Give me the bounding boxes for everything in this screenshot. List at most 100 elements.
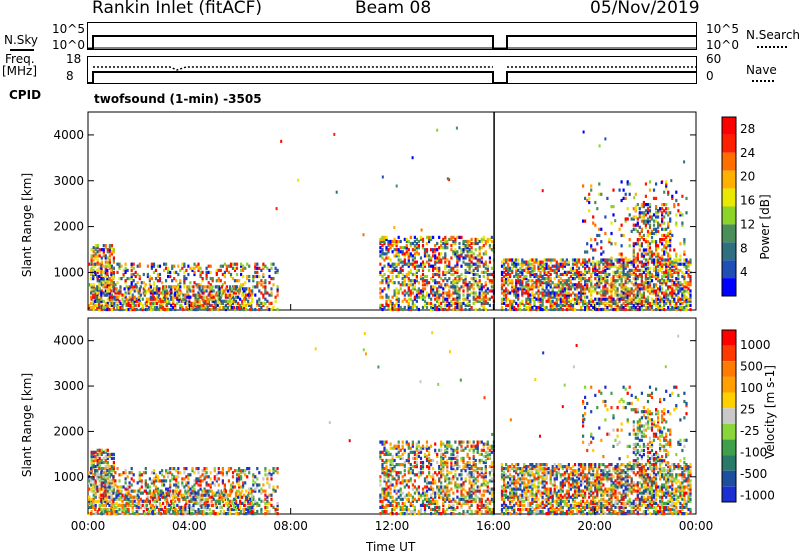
heatmap-cell: [421, 291, 425, 295]
heatmap-cell: [446, 279, 449, 283]
heatmap-cell: [235, 279, 239, 283]
heatmap-cell: [470, 237, 473, 241]
heatmap-cell: [452, 307, 455, 312]
heatmap-cell: [239, 287, 242, 291]
heatmap-cell: [232, 305, 236, 310]
heatmap-cell: [100, 293, 103, 297]
heatmap-cell: [135, 299, 138, 303]
heatmap-cell: [120, 473, 123, 477]
heatmap-cell: [268, 493, 271, 497]
heatmap-cell: [110, 303, 113, 307]
heatmap-cell: [250, 303, 253, 307]
heatmap-cell: [486, 301, 489, 305]
heatmap-cell: [96, 303, 99, 307]
heatmap-cell: [127, 307, 130, 312]
heatmap-cell: [450, 244, 453, 248]
heatmap-cell: [100, 281, 103, 285]
heatmap-cell: [228, 303, 232, 307]
heatmap-cell: [126, 475, 129, 479]
heatmap-cell: [254, 475, 257, 479]
heatmap-cell: [150, 277, 153, 281]
heatmap-cell: [238, 279, 241, 283]
heatmap-cell: [112, 281, 115, 285]
heatmap-cell: [96, 485, 99, 489]
heatmap-cell: [88, 495, 91, 499]
heatmap-cell: [145, 497, 148, 501]
heatmap-cell: [96, 246, 99, 250]
heatmap-cell: [90, 256, 93, 260]
heatmap-cell: [92, 264, 95, 268]
heatmap-cell: [274, 299, 277, 303]
heatmap-cell: [468, 254, 471, 258]
heatmap-cell: [215, 272, 218, 277]
heatmap-cell: [212, 305, 215, 310]
heatmap-cell: [397, 239, 400, 244]
heatmap-cell: [154, 479, 158, 483]
heatmap-cell: [403, 281, 406, 285]
heatmap-cell: [432, 266, 435, 270]
heatmap-cell: [104, 256, 107, 260]
heatmap-cell: [172, 501, 175, 505]
heatmap-cell: [503, 281, 506, 285]
heatmap-cell: [139, 285, 142, 289]
heatmap-cell: [106, 489, 109, 493]
heatmap-cell: [100, 295, 103, 299]
heatmap-cell: [90, 301, 93, 305]
heatmap-cell: [120, 485, 123, 489]
heatmap-cell: [110, 285, 113, 289]
heatmap-cell: [230, 289, 234, 293]
heatmap-cell: [137, 505, 140, 509]
heatmap-cell: [119, 305, 122, 310]
heatmap-cell: [98, 483, 101, 487]
heatmap-cell: [500, 277, 504, 281]
heatmap-cell: [100, 248, 103, 252]
heatmap-cell: [129, 289, 132, 293]
heatmap-cell: [413, 246, 416, 250]
heatmap-cell: [142, 287, 145, 291]
heatmap-cell: [379, 291, 382, 295]
freq-panel: [87, 56, 697, 84]
heatmap-cell: [211, 285, 214, 289]
heatmap-cell: [118, 266, 121, 270]
heatmap-cell: [166, 293, 169, 297]
heatmap-cell: [466, 244, 469, 248]
heatmap-cell: [507, 264, 510, 268]
freq-unit-label: [MHz]: [2, 64, 38, 78]
heatmap-cell: [428, 281, 431, 285]
heatmap-cell: [143, 285, 146, 289]
heatmap-cell: [239, 297, 242, 301]
heatmap-cell: [225, 285, 228, 289]
heatmap-cell: [112, 270, 115, 274]
heatmap-cell: [152, 262, 156, 266]
heatmap-cell: [444, 264, 447, 268]
heatmap-cell: [272, 467, 275, 471]
heatmap-cell: [185, 475, 188, 479]
heatmap-cell: [94, 264, 97, 268]
heatmap-cell: [476, 264, 479, 268]
heatmap-cell: [258, 497, 261, 501]
heatmap-cell: [262, 303, 265, 307]
heatmap-cell: [474, 297, 477, 301]
heatmap-cell: [102, 293, 105, 297]
nave-tick-top: 60: [706, 52, 722, 66]
heatmap-cell: [142, 272, 145, 277]
heatmap-cell: [464, 281, 467, 285]
heatmap-cell: [438, 246, 441, 250]
heatmap-cell: [119, 287, 122, 291]
heatmap-cell: [130, 274, 133, 279]
heatmap-cell: [215, 268, 218, 272]
heatmap-cell: [444, 252, 447, 256]
heatmap-cell: [172, 489, 175, 493]
heatmap-cell: [490, 235, 493, 239]
heatmap-cell: [254, 270, 257, 274]
heatmap-cell: [167, 274, 170, 279]
heatmap-cell: [148, 274, 151, 279]
heatmap-cell: [258, 307, 261, 312]
heatmap-cell: [407, 297, 410, 301]
heatmap-cell: [401, 283, 404, 287]
heatmap-cell: [276, 471, 279, 475]
heatmap-cell: [131, 305, 134, 310]
heatmap-cell: [219, 264, 222, 268]
heatmap-cell: [162, 491, 165, 495]
heatmap-cell: [224, 303, 227, 307]
